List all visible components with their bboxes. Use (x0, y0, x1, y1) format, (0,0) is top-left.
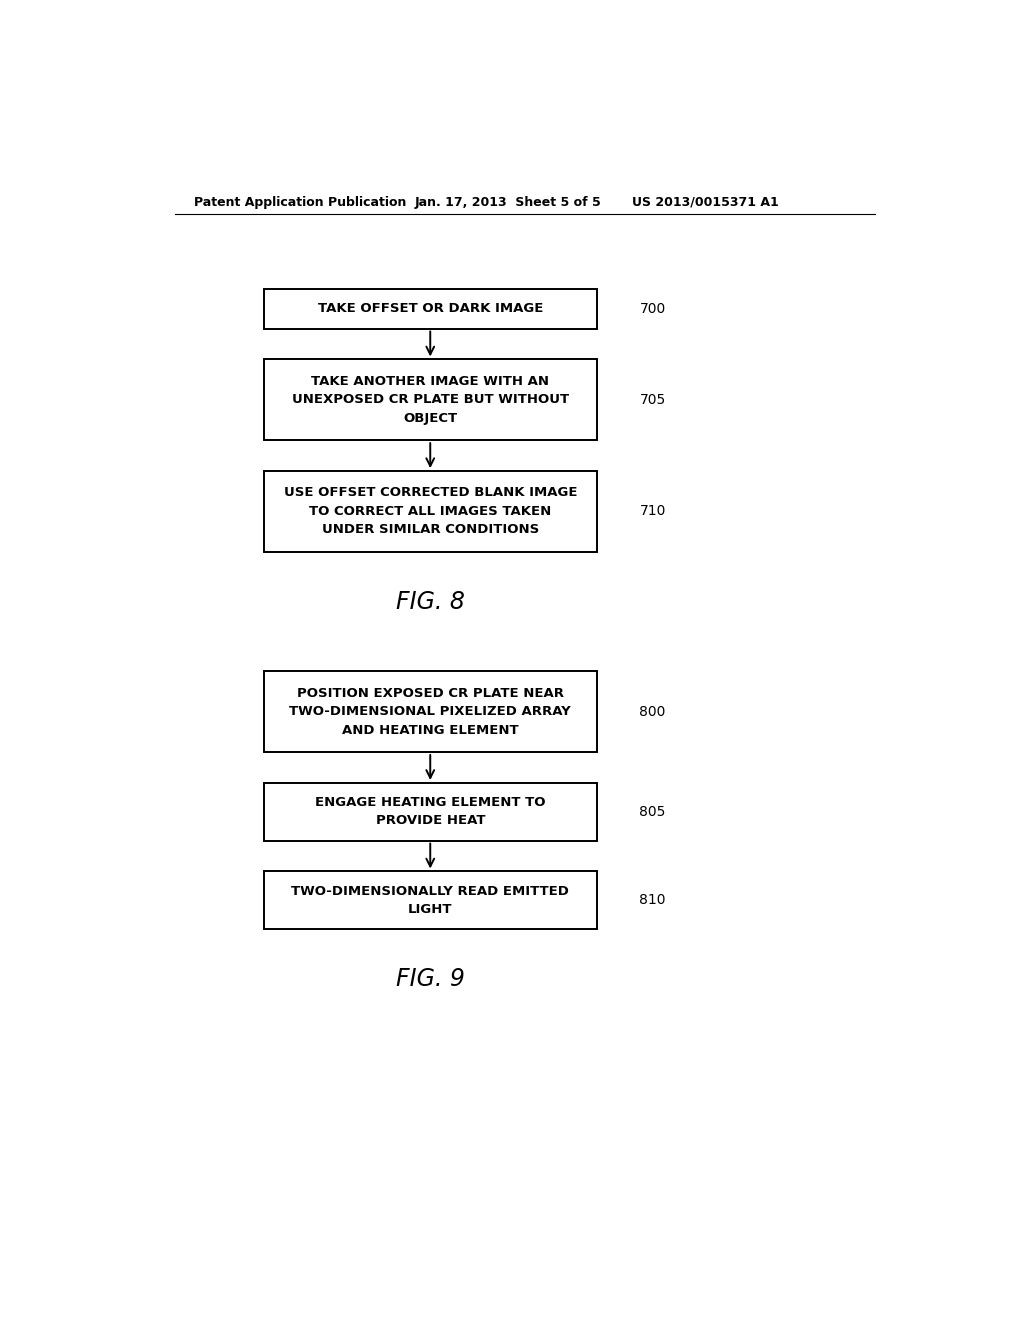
Text: POSITION EXPOSED CR PLATE NEAR
TWO-DIMENSIONAL PIXELIZED ARRAY
AND HEATING ELEME: POSITION EXPOSED CR PLATE NEAR TWO-DIMEN… (290, 686, 571, 737)
Text: FIG. 9: FIG. 9 (396, 968, 465, 991)
Bar (263, 871, 597, 929)
Bar (263, 471, 597, 552)
Bar (263, 783, 597, 841)
Text: 710: 710 (640, 504, 666, 519)
Text: 700: 700 (640, 301, 666, 315)
Text: TAKE OFFSET OR DARK IMAGE: TAKE OFFSET OR DARK IMAGE (317, 302, 543, 315)
Text: ENGAGE HEATING ELEMENT TO
PROVIDE HEAT: ENGAGE HEATING ELEMENT TO PROVIDE HEAT (315, 796, 546, 828)
Text: TWO-DIMENSIONALLY READ EMITTED
LIGHT: TWO-DIMENSIONALLY READ EMITTED LIGHT (291, 884, 569, 916)
Text: FIG. 8: FIG. 8 (396, 590, 465, 614)
Bar (263, 359, 597, 441)
Text: 805: 805 (640, 805, 666, 818)
Text: 705: 705 (640, 393, 666, 407)
Text: TAKE ANOTHER IMAGE WITH AN
UNEXPOSED CR PLATE BUT WITHOUT
OBJECT: TAKE ANOTHER IMAGE WITH AN UNEXPOSED CR … (292, 375, 568, 425)
Text: Patent Application Publication: Patent Application Publication (194, 195, 407, 209)
Text: 800: 800 (640, 705, 666, 718)
Text: USE OFFSET CORRECTED BLANK IMAGE
TO CORRECT ALL IMAGES TAKEN
UNDER SIMILAR CONDI: USE OFFSET CORRECTED BLANK IMAGE TO CORR… (284, 487, 577, 536)
Text: US 2013/0015371 A1: US 2013/0015371 A1 (632, 195, 778, 209)
Text: 810: 810 (640, 894, 666, 907)
Bar (263, 671, 597, 752)
Bar (263, 289, 597, 329)
Text: Jan. 17, 2013  Sheet 5 of 5: Jan. 17, 2013 Sheet 5 of 5 (415, 195, 601, 209)
